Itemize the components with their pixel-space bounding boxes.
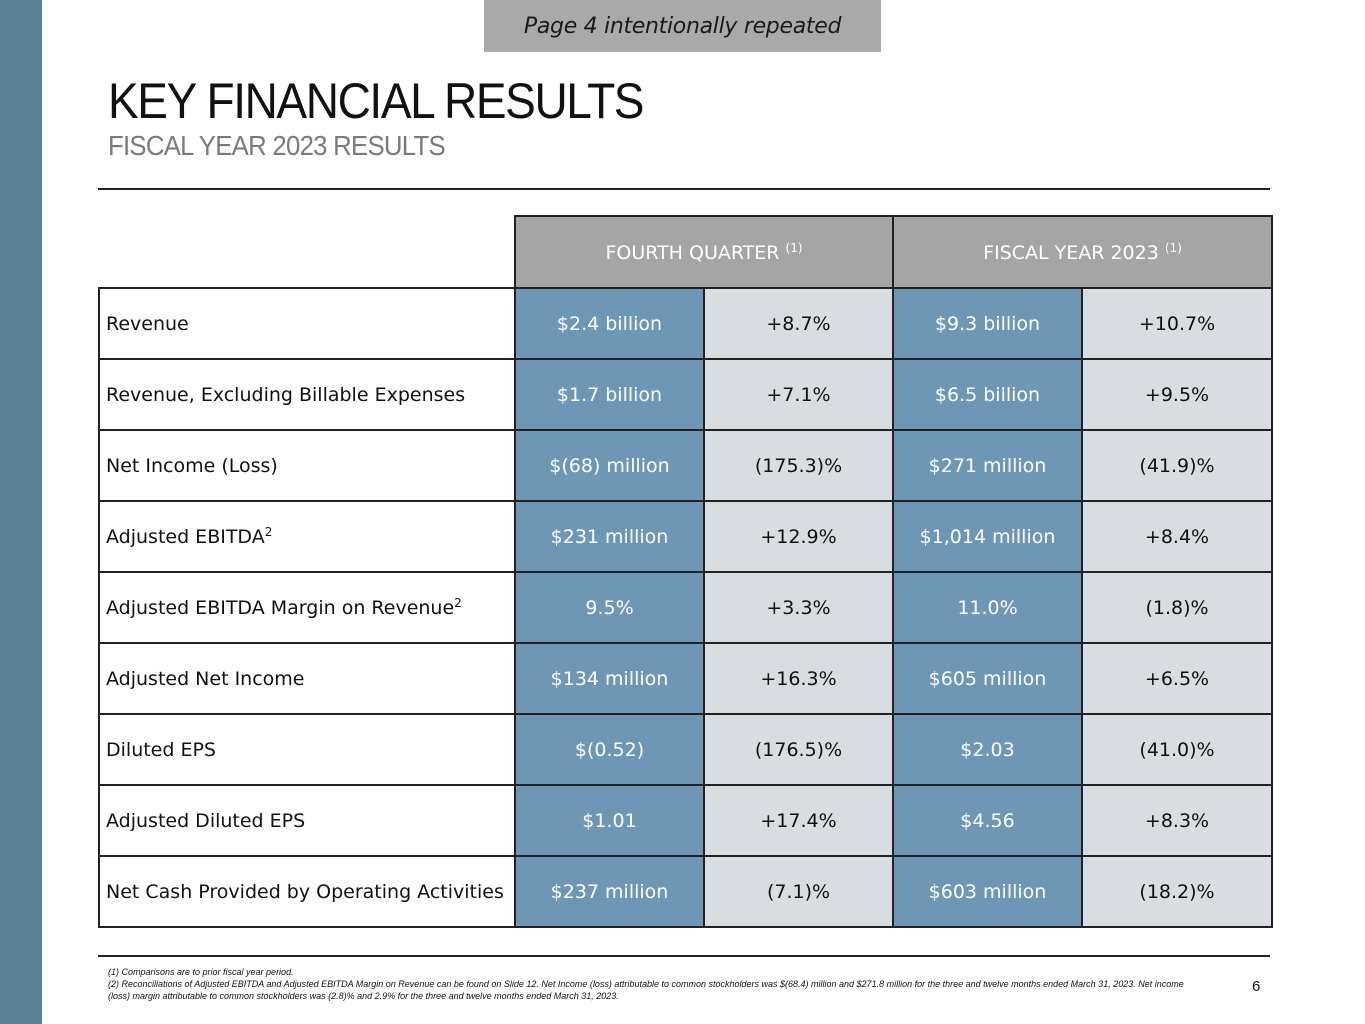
page-title: KEY FINANCIAL RESULTS [108, 73, 644, 129]
fourth-quarter-change: (7.1)% [703, 855, 894, 928]
fiscal-year-change: +6.5% [1080, 642, 1274, 715]
fiscal-year-value: $9.3 billion [892, 287, 1083, 360]
left-accent-bar [0, 0, 42, 1024]
table-row: Adjusted EBITDA Margin on Revenue2 9.5% +3… [98, 571, 1274, 644]
fiscal-year-value: $4.56 [892, 784, 1083, 857]
row-label: Diluted EPS [98, 713, 516, 786]
bottom-divider [98, 955, 1270, 957]
fiscal-year-value: $605 million [892, 642, 1083, 715]
header-fourth-quarter-note: (1) [785, 240, 803, 255]
fourth-quarter-value: $134 million [514, 642, 705, 715]
fiscal-year-change: +8.3% [1080, 784, 1274, 857]
fiscal-year-change: +10.7% [1080, 287, 1274, 360]
header-blank-cell [99, 216, 515, 289]
fiscal-year-value: $1,014 million [892, 500, 1083, 573]
fourth-quarter-value: $1.01 [514, 784, 705, 857]
row-label-footnote-ref: 2 [454, 596, 462, 610]
fourth-quarter-value: $231 million [514, 500, 705, 573]
header-fiscal-year: FISCAL YEAR 2023 (1) [891, 215, 1274, 289]
row-label-text: Net Cash Provided by Operating Activitie… [106, 880, 504, 903]
row-label-footnote-ref: 2 [264, 525, 273, 539]
header-fourth-quarter-label: FOURTH QUARTER [605, 241, 780, 264]
table-row: Revenue $2.4 billion +8.7% $9.3 billion +10.… [98, 287, 1274, 360]
fourth-quarter-change: +8.7% [703, 287, 894, 360]
fourth-quarter-change: (176.5)% [703, 713, 894, 786]
repeated-page-banner: Page 4 intentionally repeated [484, 0, 881, 52]
fiscal-year-value: $2.03 [892, 713, 1083, 786]
fourth-quarter-value: $1.7 billion [514, 358, 705, 431]
top-divider [98, 188, 1270, 190]
table-row: Diluted EPS $(0.52) (176.5)% $2.03 (41.0)% [98, 713, 1274, 786]
table-row: Adjusted Diluted EPS $1.01 +17.4% $4.56 +8.3… [98, 784, 1274, 857]
table-row: Adjusted EBITDA2 $231 million +12.9% $1,014… [98, 500, 1274, 573]
row-label: Adjusted EBITDA2 [98, 500, 516, 573]
table-row: Net Cash Provided by Operating Activitie… [98, 855, 1274, 928]
fiscal-year-change: +9.5% [1080, 358, 1274, 431]
fourth-quarter-value: $237 million [514, 855, 705, 928]
fiscal-year-value: $603 million [892, 855, 1083, 928]
footnotes: (1) Comparisons are to prior fiscal year… [108, 966, 1198, 1002]
page-subtitle: FISCAL YEAR 2023 RESULTS [108, 130, 446, 161]
row-label: Net Income (Loss) [98, 429, 516, 502]
fourth-quarter-change: +3.3% [703, 571, 894, 644]
financial-results-table: FOURTH QUARTER (1) FISCAL YEAR 2023 (1) … [98, 215, 1274, 928]
row-label-text: Adjusted EBITDA Margin on Revenue [106, 597, 455, 619]
fourth-quarter-change: +12.9% [703, 500, 894, 573]
row-label: Net Cash Provided by Operating Activitie… [98, 855, 516, 928]
fourth-quarter-change: (175.3)% [703, 429, 894, 502]
row-label: Revenue [98, 287, 516, 360]
row-label-text: Net Income (Loss) [106, 454, 278, 477]
table-header-row: FOURTH QUARTER (1) FISCAL YEAR 2023 (1) [99, 215, 1274, 289]
row-label: Revenue, Excluding Billable Expenses [98, 358, 516, 431]
fourth-quarter-change: +7.1% [703, 358, 894, 431]
row-label: Adjusted Diluted EPS [98, 784, 516, 857]
row-label-text: Diluted EPS [106, 738, 216, 761]
fourth-quarter-value: $2.4 billion [514, 287, 705, 360]
fourth-quarter-value: $(68) million [514, 429, 705, 502]
row-label-text: Revenue [106, 312, 189, 335]
header-fiscal-year-note: (1) [1164, 240, 1182, 255]
row-label-text: Adjusted Net Income [106, 667, 305, 690]
fiscal-year-change: (1.8)% [1080, 571, 1274, 644]
fiscal-year-change: (41.9)% [1080, 429, 1274, 502]
fiscal-year-change: +8.4% [1080, 500, 1274, 573]
row-label: Adjusted EBITDA Margin on Revenue2 [98, 571, 516, 644]
fourth-quarter-value: 9.5% [514, 571, 705, 644]
fourth-quarter-value: $(0.52) [514, 713, 705, 786]
fiscal-year-change: (41.0)% [1080, 713, 1274, 786]
fourth-quarter-change: +16.3% [703, 642, 894, 715]
fiscal-year-value: $6.5 billion [892, 358, 1083, 431]
fourth-quarter-change: +17.4% [703, 784, 894, 857]
header-fourth-quarter: FOURTH QUARTER (1) [514, 215, 894, 289]
table-row: Adjusted Net Income $134 million +16.3% $60… [98, 642, 1274, 715]
row-label-text: Adjusted Diluted EPS [106, 809, 306, 832]
header-fiscal-year-label: FISCAL YEAR 2023 [983, 241, 1159, 264]
table-row: Revenue, Excluding Billable Expenses $1.7… [98, 358, 1274, 431]
table-row: Net Income (Loss) $(68) million (175.3)% $2… [98, 429, 1274, 502]
fiscal-year-value: 11.0% [892, 571, 1083, 644]
row-label-text: Adjusted EBITDA [106, 526, 265, 548]
footnote-1: (1) Comparisons are to prior fiscal year… [108, 967, 294, 977]
fiscal-year-change: (18.2)% [1080, 855, 1274, 928]
page-number: 6 [1252, 978, 1261, 995]
footnote-2: (2) Reconciliations of Adjusted EBITDA a… [108, 979, 1184, 1001]
fiscal-year-value: $271 million [892, 429, 1083, 502]
row-label-text: Revenue, Excluding Billable Expenses [106, 383, 466, 406]
row-label: Adjusted Net Income [98, 642, 516, 715]
